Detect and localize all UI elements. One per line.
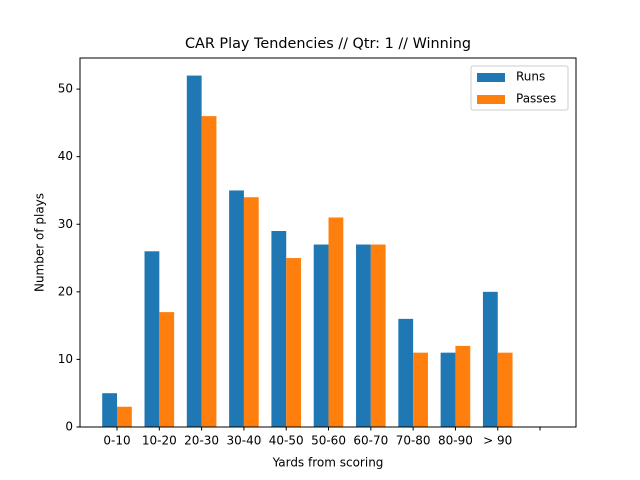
y-axis-label: Number of plays — [33, 193, 47, 292]
bar — [482, 291, 498, 427]
bar — [413, 352, 428, 427]
bar — [159, 312, 175, 427]
x-tick-label: 10-20 — [142, 434, 177, 448]
bar — [186, 75, 202, 428]
bar — [356, 244, 371, 427]
bar — [286, 258, 302, 427]
y-tick-label: 40 — [58, 149, 73, 163]
chart-title: CAR Play Tendencies // Qtr: 1 // Winning — [185, 36, 471, 52]
x-tick-label: 60-70 — [353, 434, 388, 448]
x-tick-label: 0-10 — [103, 434, 130, 448]
legend-label: Passes — [516, 92, 556, 106]
y-tick-label: 30 — [58, 217, 73, 231]
bar — [102, 393, 118, 427]
y-tick-label: 20 — [58, 284, 73, 298]
bar — [328, 217, 344, 427]
bar — [271, 231, 287, 427]
bar — [243, 197, 259, 427]
bar — [370, 244, 386, 427]
y-tick-label: 10 — [58, 352, 73, 366]
x-tick-label: 50-60 — [311, 434, 346, 448]
bar — [440, 352, 456, 427]
y-tick-label: 0 — [65, 420, 73, 434]
bar — [455, 345, 471, 427]
x-tick-label: 70-80 — [396, 434, 431, 448]
bar — [313, 244, 329, 427]
bar — [144, 251, 160, 427]
x-axis-label: Yards from scoring — [272, 456, 384, 470]
plot-frame — [79, 57, 577, 428]
bar — [398, 318, 414, 427]
legend-swatch — [477, 73, 505, 82]
legend-label: Runs — [516, 70, 545, 84]
x-tick-label: 40-50 — [269, 434, 304, 448]
x-tick-label: 20-30 — [184, 434, 219, 448]
legend-swatch — [477, 95, 505, 104]
x-tick-label: > 90 — [483, 434, 512, 448]
x-tick-label: 80-90 — [438, 434, 473, 448]
bar — [229, 190, 244, 427]
y-tick-label: 50 — [58, 82, 73, 96]
bar — [201, 116, 217, 427]
bar — [117, 406, 132, 427]
x-tick-label: 30-40 — [226, 434, 261, 448]
bar — [497, 352, 513, 427]
